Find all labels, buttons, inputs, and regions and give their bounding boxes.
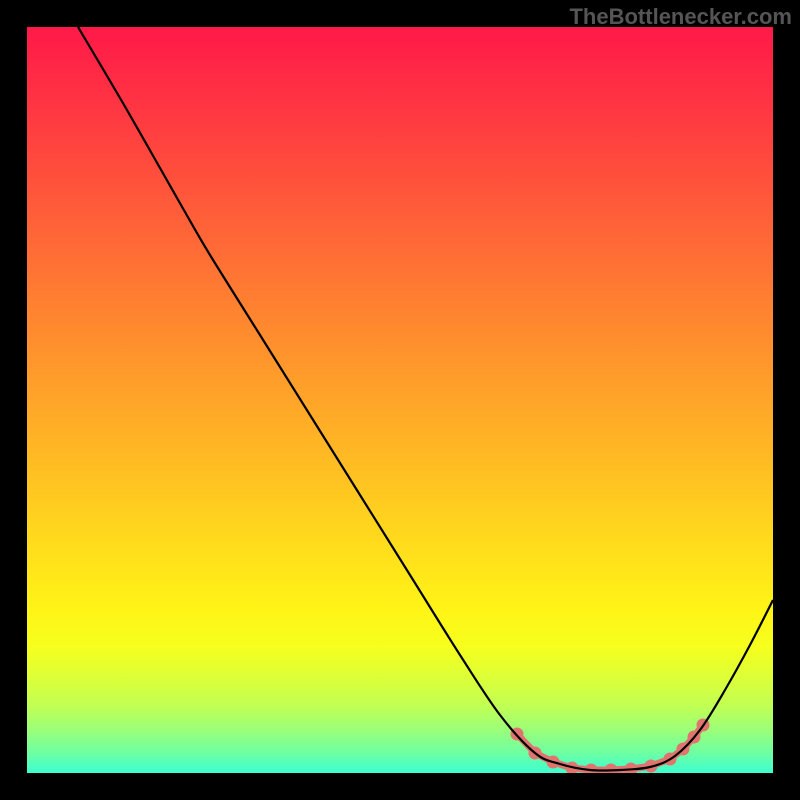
chart-stage: TheBottlenecker.com: [0, 0, 800, 800]
plot-background: [27, 27, 773, 773]
chart-svg: [0, 0, 800, 800]
